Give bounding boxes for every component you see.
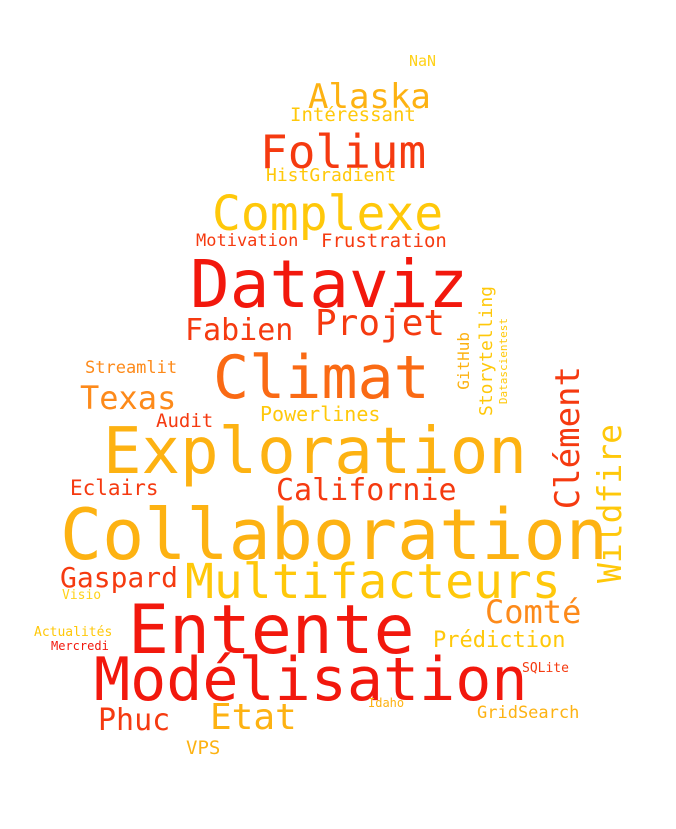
word-multifacteurs: Multifacteurs <box>185 554 561 610</box>
word-powerlines: Powerlines <box>260 402 381 426</box>
word-eclairs: Eclairs <box>70 476 159 500</box>
word-interessant: Intéressant <box>290 104 416 126</box>
word-github: GitHub <box>454 332 473 390</box>
word-alaska: Alaska <box>308 77 431 117</box>
word-vps: VPS <box>186 737 221 759</box>
word-streamlit: Streamlit <box>85 358 178 378</box>
word-collaboration: Collaboration <box>60 494 608 576</box>
word-motivation: Motivation <box>196 231 299 251</box>
word-comte: Comté <box>485 593 582 631</box>
word-exploration: Exploration <box>103 415 527 489</box>
word-nan: NaN <box>409 52 437 70</box>
word-mercredi: Mercredi <box>51 639 109 653</box>
word-entente: Entente <box>128 591 415 670</box>
word-actualites: Actualités <box>34 625 113 640</box>
word-clement: Clément <box>548 366 588 510</box>
word-storytelling: Storytelling <box>476 286 497 417</box>
word-californie: Californie <box>276 473 457 508</box>
word-dataviz: Dataviz <box>190 246 469 323</box>
word-gridsearch: GridSearch <box>477 703 580 723</box>
word-complexe: Complexe <box>212 186 444 242</box>
word-sqlite: SQLite <box>522 661 569 676</box>
word-idaho: Idaho <box>368 696 405 710</box>
word-frustration: Frustration <box>321 230 447 252</box>
word-fabien: Fabien <box>185 313 294 348</box>
word-audit: Audit <box>156 410 214 432</box>
word-datascientest: Datascientest <box>497 318 510 405</box>
word-modelisation: Modélisation <box>94 645 528 715</box>
word-prediction: Prédiction <box>433 628 566 653</box>
word-texas: Texas <box>80 379 177 417</box>
word-visio: Visio <box>62 588 102 603</box>
word-folium: Folium <box>260 125 427 179</box>
word-etat: Etat <box>210 697 297 738</box>
word-histgradient: HistGradient <box>266 165 397 186</box>
word-phuc: Phuc <box>98 703 171 738</box>
word-projet: Projet <box>315 303 446 344</box>
word-gaspard: Gaspard <box>60 561 179 594</box>
word-climat: Climat <box>213 343 430 413</box>
